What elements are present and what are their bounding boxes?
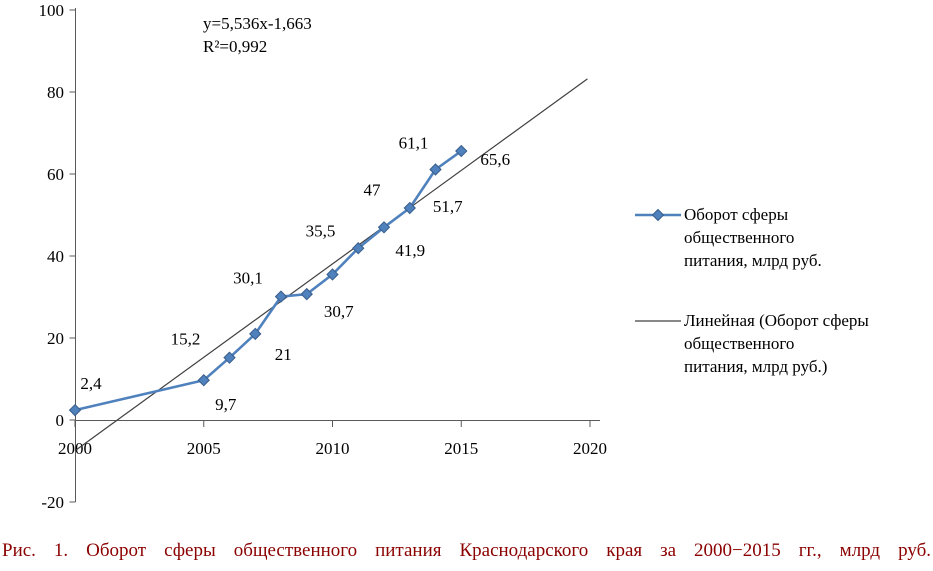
series-marker — [326, 268, 339, 281]
trendline-key-icon — [635, 320, 681, 322]
x-tick-label: 2020 — [573, 439, 607, 458]
series-marker — [300, 287, 313, 301]
x-tick-label: 2005 — [187, 439, 221, 458]
x-tick-label: 2010 — [316, 439, 350, 458]
data-label: 61,1 — [399, 133, 429, 152]
legend-label-line: общественного — [684, 228, 795, 247]
data-label: 15,2 — [171, 330, 201, 349]
chart-legend: Оборот сферы общественного питания, млрд… — [634, 203, 930, 378]
series-marker — [223, 351, 236, 364]
legend-label-line: питания, млрд руб. — [684, 251, 822, 270]
series-marker — [249, 327, 262, 341]
series-marker — [197, 374, 210, 387]
legend-label-line: Оборот сферы — [684, 205, 789, 224]
equation-line: y=5,536x-1,663 — [203, 14, 312, 33]
y-tick-label: 20 — [47, 329, 64, 348]
legend-item-series: Оборот сферы общественного питания, млрд… — [634, 203, 930, 272]
legend-label-series: Оборот сферы общественного питания, млрд… — [684, 203, 822, 272]
data-label: 21 — [275, 345, 292, 364]
legend-item-trendline: Линейная (Оборот сферы общественного пит… — [634, 309, 930, 378]
data-label: 51,7 — [433, 197, 463, 216]
x-tick-label: 2000 — [58, 439, 92, 458]
series-line — [74, 149, 463, 412]
series-marker — [429, 163, 442, 176]
y-tick-label: 100 — [39, 1, 65, 20]
line-chart: 100 80 60 40 20 0 -20 2000 2005 2010 2015 2020 2,4 9,… — [39, 1, 608, 512]
data-label: 41,9 — [395, 241, 425, 260]
y-tick-label: -20 — [41, 493, 64, 512]
figure-caption: Рис. 1. Оборот сферы общественного питан… — [2, 540, 931, 561]
data-label: 30,1 — [233, 269, 263, 288]
legend-label-line: общественного — [684, 334, 795, 353]
data-label: 9,7 — [215, 395, 237, 414]
legend-label-line: Линейная (Оборот сферы — [684, 311, 869, 330]
series-marker — [274, 290, 288, 303]
y-tick-label: 0 — [56, 411, 65, 430]
y-tick-label: 60 — [47, 165, 64, 184]
series-marker — [403, 201, 416, 215]
legend-label-line: питания, млрд руб.) — [684, 357, 828, 376]
data-label: 30,7 — [324, 302, 354, 321]
data-label: 47 — [364, 180, 382, 199]
data-label: 65,6 — [480, 150, 510, 169]
data-label: 2,4 — [80, 374, 102, 393]
legend-label-trendline: Линейная (Оборот сферы общественного пит… — [684, 309, 869, 378]
data-label: 35,5 — [306, 221, 336, 240]
y-tick-label: 80 — [47, 83, 64, 102]
series-key-icon — [635, 208, 681, 222]
x-tick-label: 2015 — [444, 439, 478, 458]
series-marker — [455, 144, 468, 158]
trendline — [74, 78, 588, 452]
series-marker — [68, 403, 82, 417]
y-tick-label: 40 — [47, 247, 64, 266]
trendline-equation: y=5,536x-1,663 R²=0,992 — [203, 12, 312, 58]
r-squared-line: R²=0,992 — [203, 37, 268, 56]
series-marker — [352, 242, 365, 255]
series-marker — [377, 221, 391, 234]
